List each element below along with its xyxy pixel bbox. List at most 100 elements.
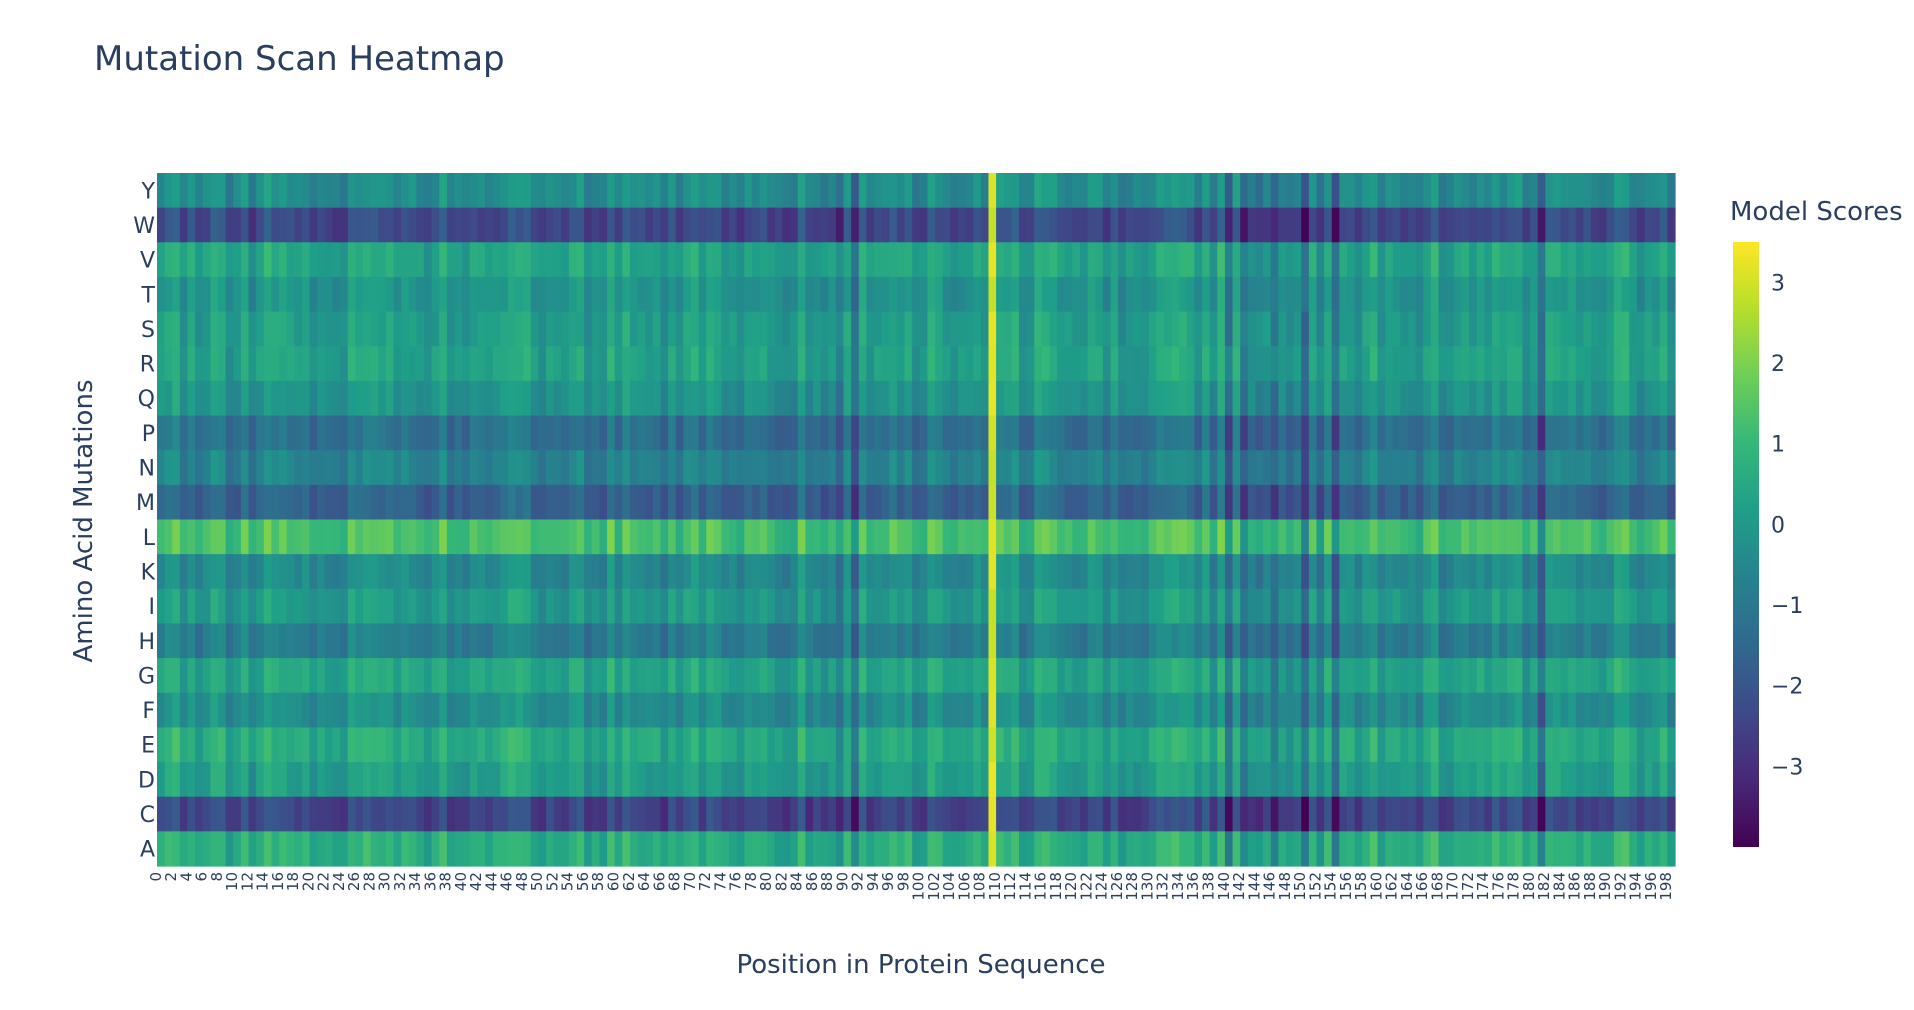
- heatmap-cell: [645, 242, 654, 278]
- heatmap-cell: [561, 588, 570, 625]
- heatmap-cell: [523, 207, 532, 243]
- heatmap-cell: [591, 173, 601, 209]
- heatmap-cell: [1606, 762, 1615, 798]
- heatmap-cell: [1110, 554, 1119, 590]
- heatmap-cell: [721, 484, 730, 521]
- heatmap-cell: [1591, 831, 1600, 867]
- heatmap-cell: [393, 588, 402, 625]
- heatmap-cell: [263, 207, 273, 243]
- heatmap-cell: [652, 346, 662, 382]
- heatmap-cell: [1049, 450, 1058, 486]
- heatmap-cell: [416, 554, 425, 590]
- heatmap-cell: [187, 831, 196, 867]
- heatmap-cell: [157, 415, 166, 451]
- heatmap-cell: [1438, 554, 1447, 590]
- heatmap-cell: [1171, 692, 1180, 728]
- heatmap-cell: [1507, 207, 1516, 243]
- heatmap-cell: [1080, 588, 1089, 625]
- heatmap-cell: [576, 796, 585, 832]
- heatmap-cell: [1072, 415, 1081, 451]
- heatmap-cell: [1629, 484, 1638, 521]
- heatmap-cell: [1491, 796, 1501, 832]
- heatmap-cell: [1438, 242, 1447, 278]
- heatmap-cell: [1652, 692, 1661, 728]
- heatmap-cell: [210, 796, 219, 832]
- heatmap-cell: [1537, 692, 1546, 728]
- heatmap-cell: [500, 727, 509, 763]
- heatmap-cell: [515, 242, 524, 278]
- x-tick-label: 120: [1062, 872, 1080, 901]
- heatmap-cell: [774, 380, 784, 417]
- heatmap-cell: [1598, 415, 1607, 451]
- heatmap-cell: [874, 588, 883, 625]
- heatmap-cell: [698, 658, 707, 694]
- heatmap-cell: [279, 554, 288, 590]
- heatmap-cell: [637, 831, 646, 867]
- heatmap-cell: [1316, 519, 1325, 555]
- heatmap-cell: [1057, 762, 1066, 798]
- heatmap-cell: [1560, 173, 1569, 209]
- heatmap-cell: [843, 242, 852, 278]
- heatmap-cell: [599, 415, 608, 451]
- heatmap-cell: [629, 588, 639, 625]
- heatmap-cell: [660, 554, 669, 590]
- heatmap-cell: [797, 762, 806, 798]
- heatmap-cell: [1354, 276, 1363, 313]
- heatmap-cell: [1636, 796, 1646, 832]
- heatmap-cell: [1522, 623, 1531, 659]
- heatmap-cell: [858, 242, 868, 278]
- heatmap-cell: [1575, 242, 1585, 278]
- heatmap-cell: [950, 346, 959, 382]
- heatmap-cell: [1598, 450, 1607, 486]
- heatmap-cell: [1591, 346, 1600, 382]
- heatmap-cell: [1606, 658, 1615, 694]
- heatmap-cell: [462, 242, 471, 278]
- heatmap-cell: [1179, 519, 1188, 555]
- heatmap-cell: [629, 380, 639, 417]
- heatmap-cell: [820, 692, 829, 728]
- heatmap-cell: [835, 207, 845, 243]
- heatmap-cell: [1285, 311, 1295, 347]
- heatmap-cell: [675, 692, 684, 728]
- heatmap-cell: [1461, 762, 1470, 798]
- heatmap-cell: [660, 796, 669, 832]
- heatmap-cell: [378, 762, 387, 798]
- heatmap-cell: [1224, 762, 1234, 798]
- heatmap-cell: [1072, 484, 1081, 521]
- heatmap-cell: [317, 588, 326, 625]
- heatmap-cell: [1461, 415, 1470, 451]
- heatmap-cell: [912, 380, 921, 417]
- heatmap-cell: [195, 623, 204, 659]
- heatmap-cell: [988, 554, 997, 590]
- heatmap-cell: [1202, 242, 1211, 278]
- heatmap-cell: [1163, 276, 1173, 313]
- heatmap-cell: [1026, 554, 1035, 590]
- heatmap-cell: [393, 173, 402, 209]
- heatmap-cell: [172, 762, 181, 798]
- heatmap-cell: [1163, 311, 1173, 347]
- heatmap-cell: [294, 173, 303, 209]
- heatmap-cell: [1133, 207, 1142, 243]
- x-tick-label: 70: [681, 872, 699, 891]
- heatmap-cell: [858, 484, 868, 521]
- heatmap-cell: [1636, 762, 1646, 798]
- heatmap-cell: [1453, 207, 1463, 243]
- heatmap-cell: [820, 796, 829, 832]
- heatmap-cell: [408, 207, 417, 243]
- heatmap-cell: [1408, 692, 1417, 728]
- heatmap-cell: [1499, 692, 1508, 728]
- heatmap-cell: [919, 692, 929, 728]
- heatmap-cell: [408, 762, 417, 798]
- heatmap-cell: [477, 207, 486, 243]
- heatmap-cell: [1118, 623, 1127, 659]
- heatmap-cell: [1560, 484, 1569, 521]
- heatmap-cell: [813, 276, 822, 313]
- heatmap-cell: [1552, 484, 1562, 521]
- heatmap-cell: [675, 276, 684, 313]
- heatmap-cell: [1057, 796, 1066, 832]
- heatmap-cell: [469, 588, 478, 625]
- heatmap-cell: [515, 796, 524, 832]
- heatmap-cell: [485, 796, 494, 832]
- heatmap-cell: [835, 588, 845, 625]
- heatmap-cell: [210, 692, 219, 728]
